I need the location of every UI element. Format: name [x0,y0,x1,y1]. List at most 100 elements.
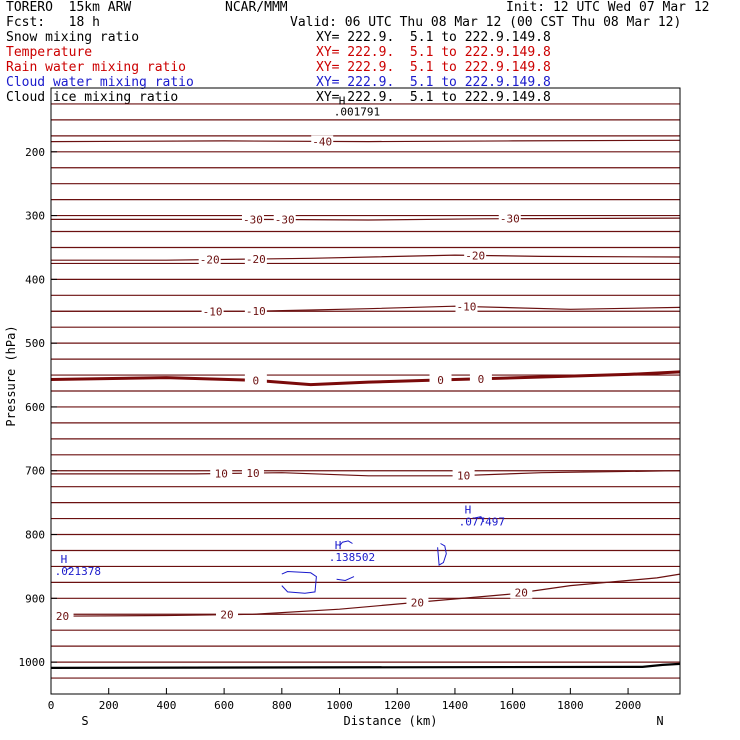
isotherm-label: -40 [312,135,332,148]
valid-time: Valid: 06 UTC Thu 08 Mar 12 (00 CST Thu … [290,15,682,30]
x-tick-label: 1000 [326,699,353,712]
isotherm-line [50,370,681,387]
isotherm-label-bg [216,608,239,621]
isotherm-line [51,254,681,261]
cloud-water-max-marker: H [335,539,342,552]
y-tick-label: 600 [25,401,45,414]
isobar-lines [51,103,680,679]
x-tick-label: 600 [214,699,234,712]
isotherm-label: -20 [200,254,220,267]
center-title: NCAR/MMM [225,0,288,15]
isotherm-label: 10 [215,468,228,481]
isotherm-label-bg [311,135,334,148]
cloud-water-contour [336,576,355,582]
isotherm-label: 0 [478,373,485,386]
x-tick-label: 200 [99,699,119,712]
isotherm-label: -10 [457,300,477,313]
isotherm-label-bg [51,610,74,623]
y-tick-label: 800 [25,529,45,542]
forecast-hour: Fcst: 18 h [6,15,100,30]
legend-field-name: Cloud water mixing ratio [6,75,194,90]
isotherm-label-bg [464,249,487,262]
cloud-water-max-value: .077497 [459,516,505,529]
cloud-ice-max-marker: H [339,94,346,107]
cloud-water-max-marker: H [465,504,472,517]
x-tick-label: 0 [48,699,55,712]
isotherm-label: 20 [220,609,233,622]
cloud-water-contour [437,543,447,566]
y-tick-label: 500 [25,337,45,350]
isotherm-label-bg [244,374,267,387]
x-tick-label: 1800 [557,699,584,712]
cloud-water-max-value: .021378 [55,565,101,578]
isotherm-label: -10 [246,305,266,318]
y-tick-label: 900 [25,592,45,605]
legend-field-xy: XY= 222.9. 5.1 to 222.9.149.8 [316,45,551,60]
init-time: Init: 12 UTC Wed 07 Mar 12 [506,0,710,15]
isotherm-label-bg [201,305,224,318]
plot-frame [50,87,681,695]
isotherm-label: -30 [243,213,263,226]
isotherm-label: 20 [56,610,69,623]
legend-field-xy: XY= 222.9. 5.1 to 222.9.149.8 [316,30,551,45]
cloud-water-contour [474,516,485,523]
x-tick-label: 1600 [499,699,526,712]
isotherm-label: 10 [246,467,259,480]
isotherm-label-bg [452,469,475,482]
isotherm-label-bg [429,373,452,386]
legend-field-xy: XY= 222.9. 5.1 to 222.9.149.8 [316,75,551,90]
terrain-surface-line [50,662,681,669]
cloud-water-contour [339,540,353,547]
x-tick-label: 2000 [615,699,642,712]
isotherm-label: 20 [515,587,528,600]
temperature-contours: -40 -30 -30 -30 -20 -20 -20 -10 -10 -10 0 0 0 10 10 10 2… [50,135,681,623]
isotherm-line [50,139,681,143]
isotherm-label-bg [241,467,264,480]
cloud-water-contours [66,516,485,594]
isotherm-label-bg [241,213,264,226]
isotherm-label-bg [273,213,296,226]
cloud-ice-max-value: .001791 [334,105,380,118]
isotherm-label-bg [198,253,221,266]
isotherm-label: 0 [437,374,444,387]
isotherm-line [51,217,681,221]
isotherm-label: -20 [465,249,485,262]
terrain [50,662,681,669]
legend-field-name: Cloud ice mixing ratio [6,90,179,105]
legend-field-name: Snow mixing ratio [6,30,140,45]
isotherm-label-bg [455,300,478,313]
isotherm-label: 20 [411,596,424,609]
cloud-water-max-value: .138502 [329,551,375,564]
x-tick-label: 800 [272,699,292,712]
isotherm-label-bg [244,253,267,266]
isotherm-line [51,470,681,477]
isotherm-label-bg [244,305,267,318]
isotherm-label-bg [498,212,521,225]
isotherm-label: -30 [500,213,520,226]
x-tick-label: 1400 [442,699,469,712]
cloud-water-contour [281,570,317,594]
x-axis-label: Distance (km) [344,714,438,728]
isotherm-label: -20 [246,253,266,266]
y-axis-label: Pressure (hPa) [4,325,18,426]
isotherm-label: 10 [457,470,470,483]
isotherm-label-bg [469,372,492,385]
x-tick-label: 1200 [384,699,411,712]
isotherm-label-bg [210,467,233,480]
south-label: S [81,714,88,728]
isotherm-label: 0 [253,374,260,387]
y-tick-label: 1000 [19,656,46,669]
legend-field-name: Rain water mixing ratio [6,60,187,75]
legend-field-xy: XY= 222.9. 5.1 to 222.9.149.8 [316,90,551,105]
isotherm-line [50,573,681,617]
y-tick-label: 300 [25,210,45,223]
isotherm-label-bg [406,596,429,609]
x-tick-label: 400 [156,699,176,712]
cloud-water-contour [66,567,72,571]
legend-field-name: Temperature [6,45,93,60]
y-tick-label: 400 [25,273,45,286]
y-tick-label: 200 [25,146,45,159]
